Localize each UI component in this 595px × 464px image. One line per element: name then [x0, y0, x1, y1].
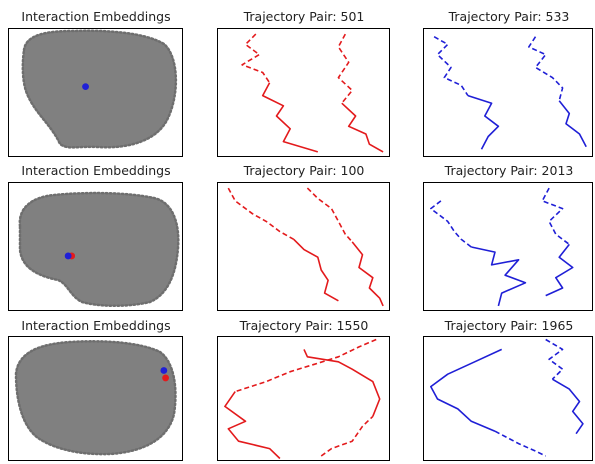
trajectory-2-predicted	[545, 243, 574, 297]
panel-9-plot	[429, 338, 584, 457]
trajectory-1-predicted	[293, 238, 339, 302]
trajectory-1-predicted	[224, 391, 281, 460]
trajectory-1-predicted	[467, 94, 500, 150]
panel-3-plot	[433, 36, 587, 150]
panel-2-title: Trajectory Pair: 501	[243, 9, 365, 24]
panel-2: Trajectory Pair: 501	[217, 9, 390, 157]
trajectory-2-observed	[306, 187, 353, 243]
panel-6-plot	[429, 187, 574, 307]
panel-5-title: Trajectory Pair: 100	[243, 163, 365, 178]
panel-5: Trajectory Pair: 100	[217, 163, 390, 311]
panel-5-plot	[227, 187, 384, 307]
trajectory-1-observed	[241, 33, 271, 84]
trajectory-1-observed	[227, 187, 295, 240]
trajectory-2-observed	[320, 415, 374, 457]
panel-4-plot	[18, 191, 180, 308]
panel-5-frame	[217, 182, 390, 311]
panel-1-plot	[21, 29, 178, 149]
trajectory-2-predicted	[341, 102, 384, 153]
highlight-point-blue	[160, 367, 168, 374]
trajectory-2-predicted	[558, 100, 587, 148]
trajectory-2-predicted	[551, 378, 584, 435]
panel-4: Interaction Embeddings	[8, 163, 183, 311]
panel-8-plot	[224, 338, 381, 460]
highlight-point-red	[162, 374, 170, 382]
panel-1-title: Interaction Embeddings	[21, 9, 170, 24]
trajectory-2-observed	[541, 187, 570, 246]
panel-8-title: Trajectory Pair: 1550	[239, 318, 369, 333]
trajectory-1-observed	[494, 430, 547, 457]
panel-7: Interaction Embeddings	[8, 318, 183, 461]
trajectory-2-predicted	[351, 241, 384, 307]
panel-9-title: Trajectory Pair: 1965	[444, 318, 574, 333]
trajectory-2-observed	[545, 338, 564, 380]
panel-6: Trajectory Pair: 2013	[423, 163, 593, 311]
panel-9-frame	[423, 336, 593, 461]
trajectory-1-observed	[433, 36, 469, 97]
trajectory-1-predicted	[261, 82, 319, 153]
panel-3: Trajectory Pair: 533	[423, 9, 593, 157]
embedding-cloud	[21, 29, 178, 149]
panel-7-title: Interaction Embeddings	[21, 318, 170, 333]
panel-8-frame	[217, 336, 390, 461]
panel-2-plot	[241, 33, 384, 153]
panel-7-plot	[14, 340, 177, 456]
panel-3-frame	[423, 28, 593, 157]
panel-6-title: Trajectory Pair: 2013	[444, 163, 574, 178]
trajectory-1-predicted	[471, 246, 527, 307]
trajectory-2-observed	[337, 33, 354, 104]
trajectory-2-observed	[527, 36, 564, 101]
panel-9: Trajectory Pair: 1965	[423, 318, 593, 461]
embedding-cloud	[18, 191, 180, 308]
panel-4-title: Interaction Embeddings	[21, 163, 170, 178]
trajectory-1-predicted	[429, 348, 503, 432]
panel-6-frame	[423, 182, 593, 311]
panel-1: Interaction Embeddings	[8, 9, 183, 157]
trajectory-1-observed	[234, 338, 377, 393]
trajectory-2-predicted	[303, 349, 381, 417]
panel-8: Trajectory Pair: 1550	[217, 318, 390, 461]
trajectory-1-observed	[429, 200, 472, 248]
highlight-point-blue	[82, 83, 89, 90]
embedding-cloud	[14, 340, 177, 456]
highlight-point-blue	[64, 252, 72, 260]
panel-2-frame	[217, 28, 390, 157]
panel-3-title: Trajectory Pair: 533	[448, 9, 570, 24]
